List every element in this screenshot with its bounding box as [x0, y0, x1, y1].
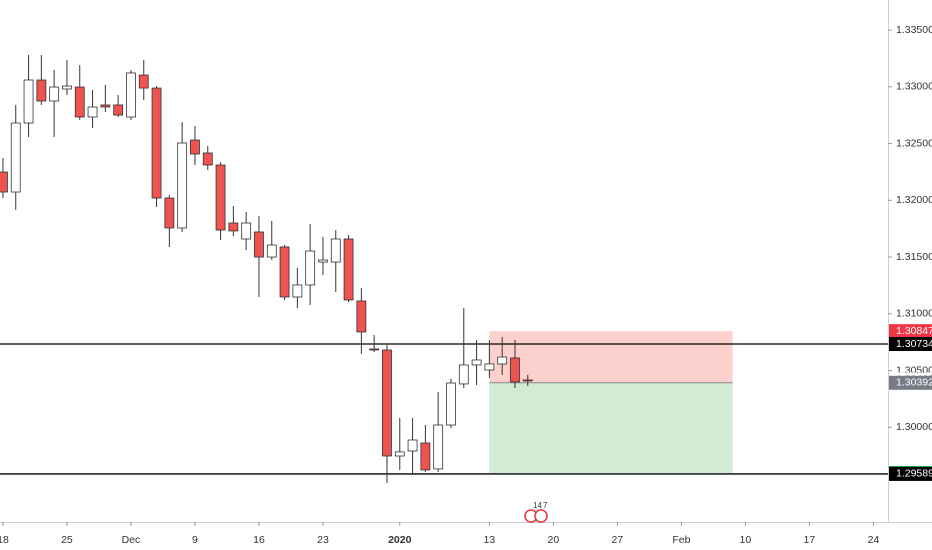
candle-body — [471, 359, 482, 366]
candle-body — [433, 424, 444, 470]
candle-body — [151, 87, 162, 199]
x-tick-label: 10 — [740, 534, 752, 546]
target-zone — [489, 382, 733, 474]
y-tick-label: 1.31000 — [896, 308, 932, 320]
candle-body — [113, 104, 124, 116]
candle-body — [510, 357, 520, 383]
x-tick-label: 18 — [0, 534, 9, 546]
y-tick-label: 1.32500 — [896, 137, 932, 149]
y-tick-label: 1.31500 — [896, 251, 932, 263]
level-label-bg — [889, 466, 932, 481]
candle-body — [87, 106, 98, 118]
y-tick-label: 1.33000 — [896, 81, 932, 93]
candle-body — [138, 74, 149, 89]
entry-label-bg — [889, 375, 932, 390]
x-tick-label: 13 — [484, 534, 496, 546]
y-tick-label: 1.33500 — [896, 24, 932, 36]
candle-body — [49, 86, 60, 102]
candle-body — [382, 349, 392, 457]
candle-body — [164, 197, 175, 229]
candle-body — [394, 451, 405, 457]
level-label: 1.30734 — [896, 338, 932, 350]
candle-body — [23, 79, 34, 124]
candle-body — [190, 139, 200, 155]
event-icon — [534, 509, 548, 523]
x-tick-label: 17 — [804, 534, 816, 546]
x-tick-label: 20 — [548, 534, 560, 546]
candle-body — [369, 348, 380, 351]
x-tick-label: Feb — [672, 534, 690, 546]
stop-zone — [489, 331, 733, 383]
candle-body — [497, 356, 508, 365]
x-tick-label: 27 — [612, 534, 624, 546]
candle-body — [241, 222, 252, 240]
candle-body — [356, 300, 367, 333]
candle-body — [254, 231, 264, 258]
candle-body — [126, 72, 136, 118]
candle-body — [62, 85, 72, 90]
event-count: 7 — [543, 501, 548, 510]
x-tick-label: Dec — [122, 534, 141, 546]
candle-body — [330, 238, 341, 263]
stop-label: 1.30847 — [896, 325, 932, 337]
candle-body — [202, 152, 213, 166]
candle-body — [484, 363, 495, 371]
candle-body — [458, 364, 469, 385]
y-tick-label: 1.32000 — [896, 194, 932, 206]
candle-body — [177, 142, 188, 229]
x-tick-label: 16 — [253, 534, 265, 546]
candle-body — [74, 86, 85, 118]
candle-body — [36, 79, 47, 102]
level-label-bg — [889, 336, 932, 351]
x-tick-label: 2020 — [388, 534, 412, 546]
candle-body — [0, 171, 8, 193]
candle-body — [266, 244, 277, 258]
candle-body — [318, 259, 328, 263]
candle-body — [522, 379, 533, 382]
candle-body — [420, 442, 431, 471]
x-tick-label: 9 — [192, 534, 198, 546]
candle-body — [292, 284, 303, 298]
candle-body — [305, 250, 316, 286]
event-count: 14 — [533, 501, 542, 510]
x-tick-label: 24 — [868, 534, 880, 546]
y-tick-label: 1.30000 — [896, 421, 932, 433]
x-tick-label: 23 — [317, 534, 329, 546]
candle-body — [100, 104, 111, 108]
candle-body — [10, 122, 21, 193]
stop-label-bg — [889, 324, 932, 339]
candle-body — [228, 222, 239, 232]
x-tick-label: 25 — [61, 534, 73, 546]
entry-label: 1.30392 — [896, 377, 932, 389]
candle-body — [446, 382, 456, 426]
candle-body — [215, 164, 226, 231]
candle-body — [343, 238, 354, 301]
candle-body — [407, 439, 418, 452]
level-label: 1.29589 — [896, 468, 932, 480]
candle-body — [279, 246, 290, 298]
